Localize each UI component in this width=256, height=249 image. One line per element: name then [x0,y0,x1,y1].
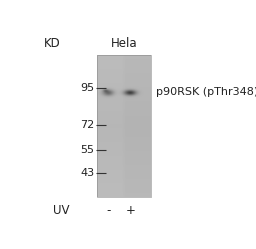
Text: UV: UV [53,204,70,217]
Text: 43: 43 [80,168,94,178]
Text: 55: 55 [80,145,94,155]
Bar [98,55,151,197]
Text: 95: 95 [80,83,94,93]
Text: 72: 72 [80,120,94,130]
Text: -: - [106,204,111,217]
Text: Hela: Hela [111,37,137,50]
Text: KD: KD [44,37,61,50]
Text: +: + [125,204,135,217]
Text: p90RSK (pThr348): p90RSK (pThr348) [156,87,256,97]
